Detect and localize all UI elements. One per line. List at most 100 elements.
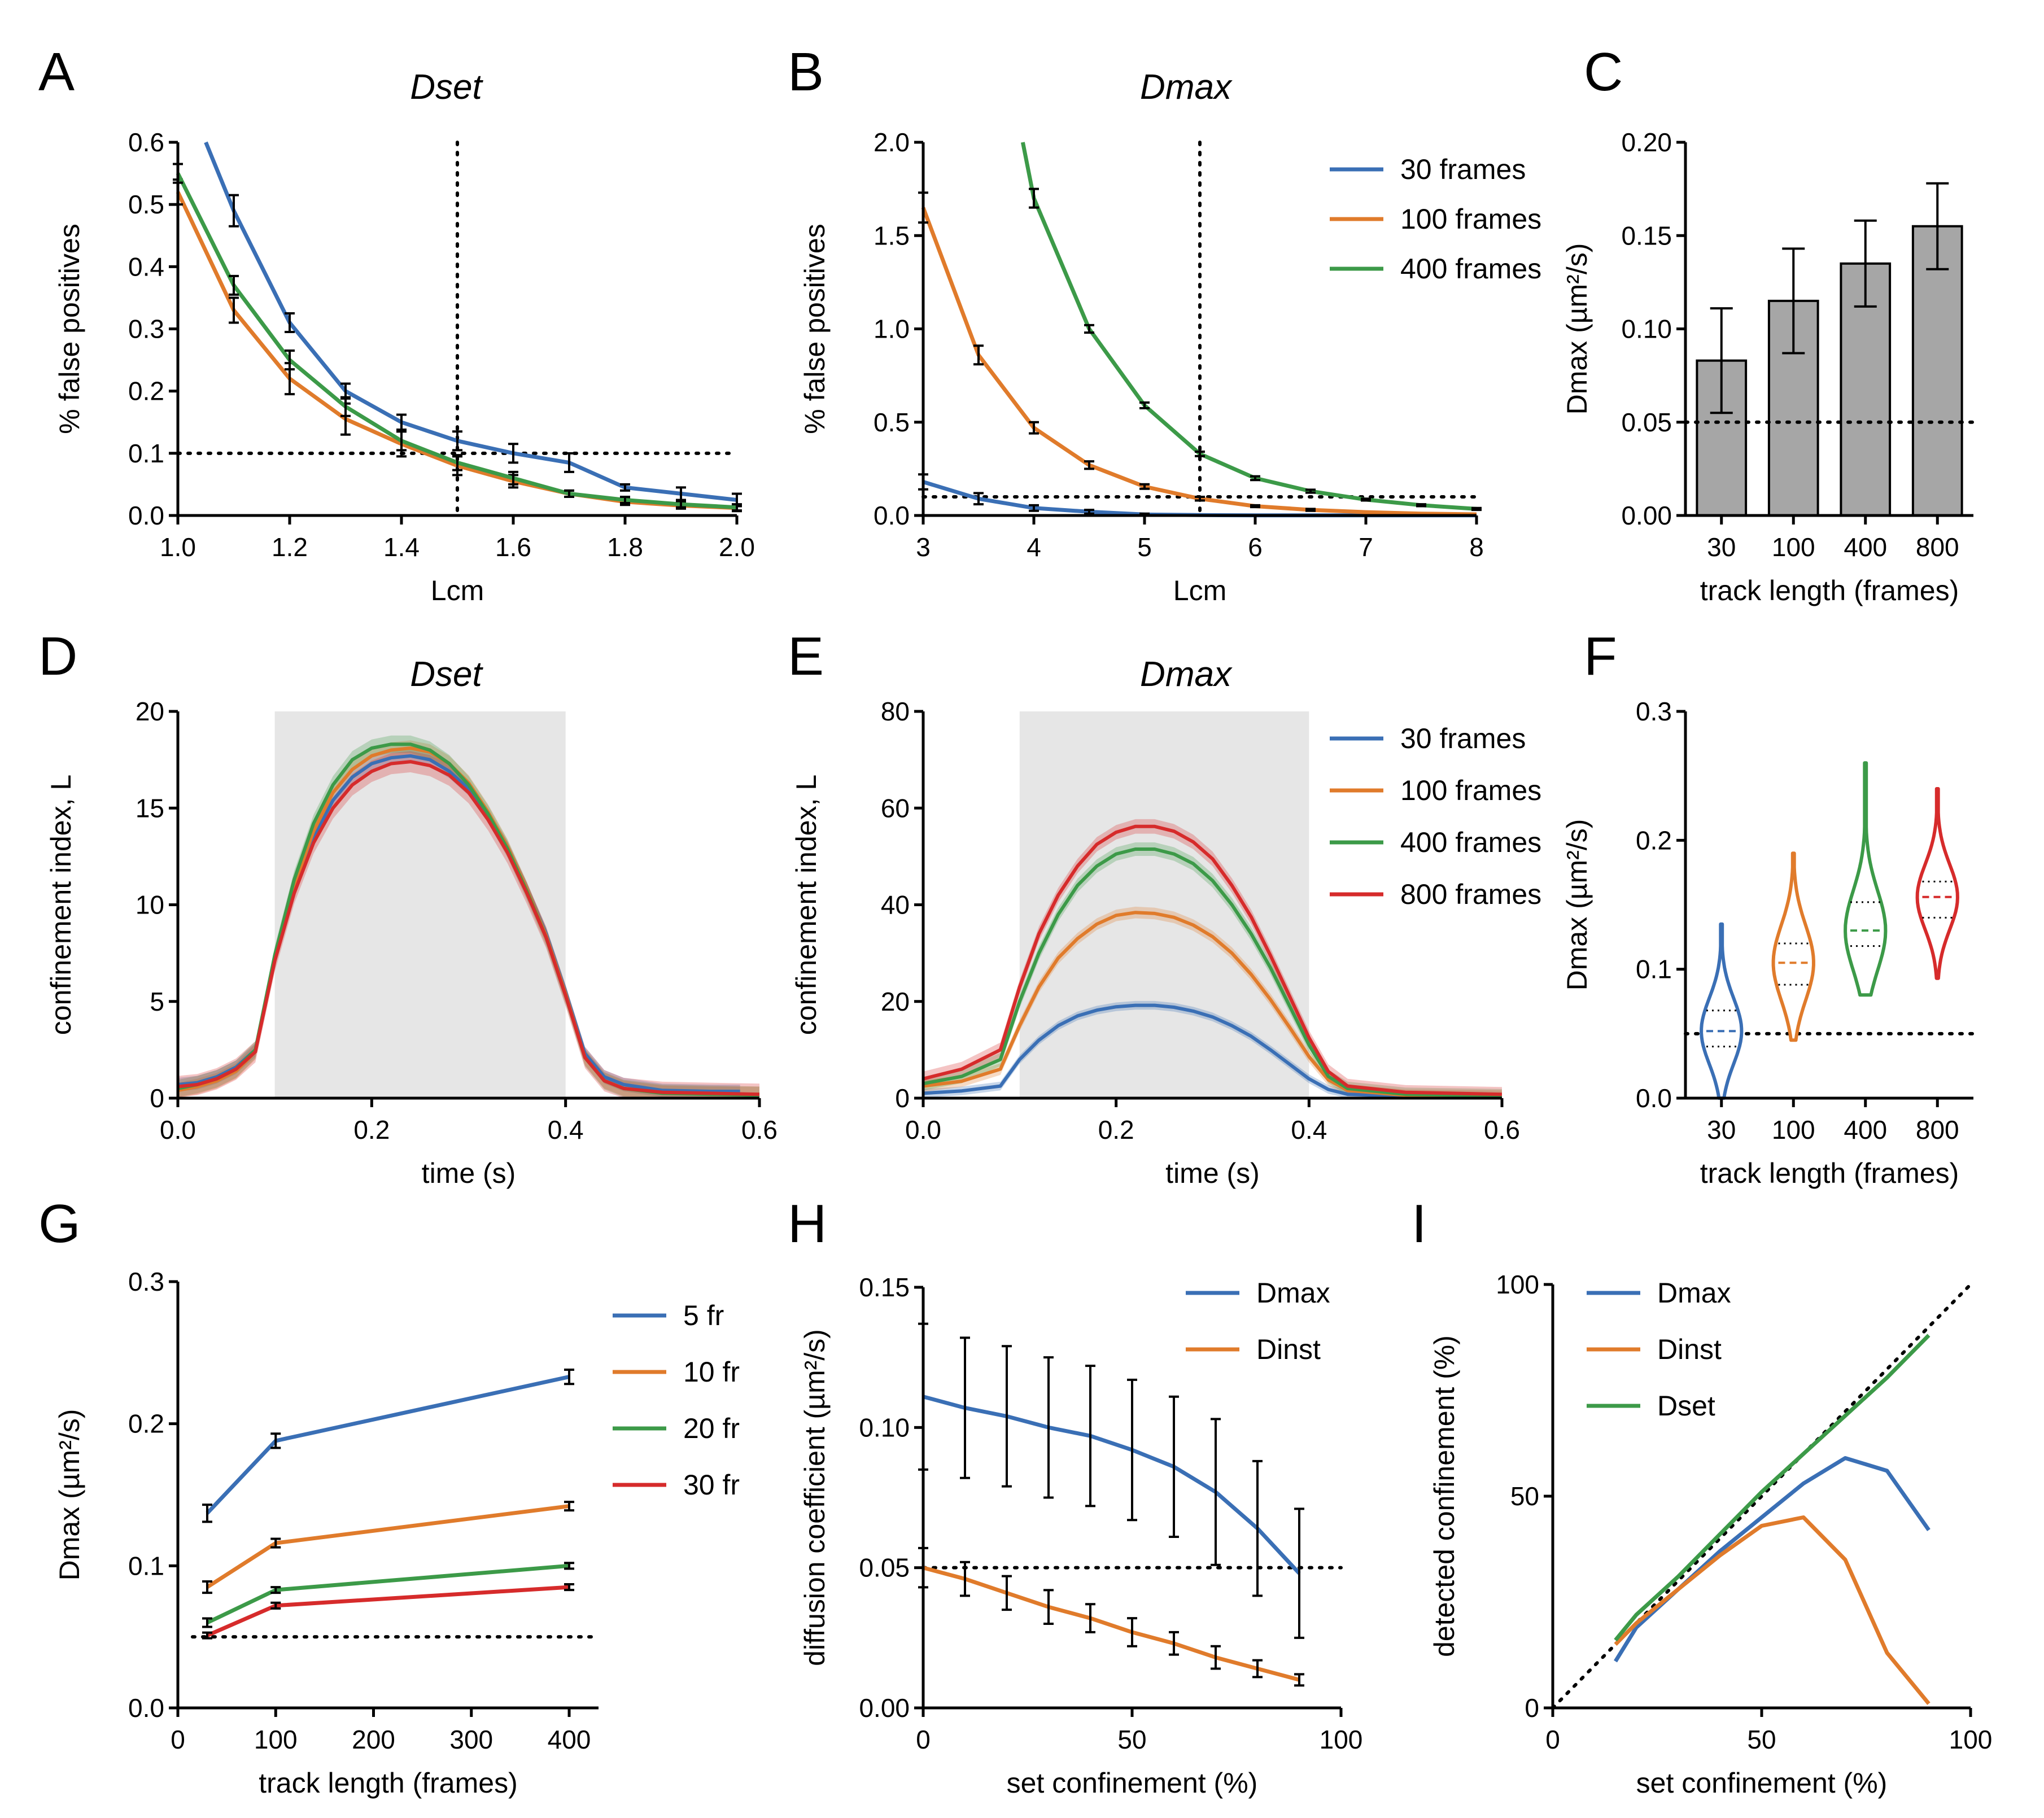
x-tick-label-A: 2.0 bbox=[719, 532, 755, 562]
y-tick-label-D: 10 bbox=[136, 890, 164, 920]
error-bar-B bbox=[1029, 187, 1039, 209]
error-bar-G bbox=[270, 1537, 281, 1549]
x-axis-label-C: track length (frames) bbox=[1700, 575, 1959, 606]
series-line-B-400-frames bbox=[1020, 142, 1477, 511]
stimulus-shade-E bbox=[1019, 711, 1309, 1098]
x-tick-label-G: 0 bbox=[171, 1725, 185, 1754]
error-bar-B bbox=[1084, 509, 1094, 515]
series-line-G-20-fr bbox=[206, 1563, 570, 1625]
x-tick-label-F: 400 bbox=[1844, 1115, 1887, 1144]
y-tick-label-D: 0 bbox=[150, 1083, 164, 1113]
error-bar-A bbox=[229, 194, 239, 228]
panel-F: 30 100 400 800 0.0 0.1 0.2 0.3 track length (fra… bbox=[1561, 626, 1975, 1189]
error-bar-H bbox=[1252, 1459, 1263, 1597]
error-bar-A bbox=[452, 430, 462, 452]
error-bar-A bbox=[285, 312, 295, 334]
panel-E: 0 20 40 60 80 0.0 0.2 0.4 0.6 time (s) confinement… bbox=[788, 626, 1541, 1189]
bar-800 bbox=[1911, 225, 1963, 517]
y-axis-label-E: confinement index, L bbox=[790, 775, 822, 1035]
error-bar-G bbox=[202, 1631, 212, 1640]
error-bar-B bbox=[1250, 475, 1260, 482]
y-tick-label-D: 15 bbox=[136, 793, 164, 823]
x-tick-label-B: 6 bbox=[1248, 532, 1263, 562]
error-bar-C bbox=[1782, 247, 1805, 355]
series-line-D-800-frames bbox=[177, 760, 760, 1096]
y-tick-label-H: 0.05 bbox=[859, 1553, 910, 1583]
y-tick-label-G: 0.3 bbox=[128, 1267, 164, 1296]
error-bar-G bbox=[202, 1580, 212, 1594]
x-tick-label-F: 800 bbox=[1916, 1115, 1959, 1144]
panel-letter-A: A bbox=[38, 42, 75, 102]
error-bar-G bbox=[564, 1501, 575, 1512]
x-tick-label-G: 300 bbox=[449, 1725, 493, 1754]
error-bar-A bbox=[676, 500, 686, 509]
error-bar-B bbox=[1029, 504, 1039, 512]
y-tick-label-B: 1.5 bbox=[873, 221, 910, 250]
y-tick-label-E: 0 bbox=[895, 1083, 910, 1113]
error-bar-G bbox=[202, 1617, 212, 1628]
error-bar-B bbox=[1139, 483, 1150, 490]
x-tick-label-D: 0.2 bbox=[353, 1115, 390, 1144]
y-tick-label-E: 80 bbox=[881, 697, 910, 726]
error-bar-H bbox=[1127, 1378, 1137, 1522]
legend-label-B: 400 frames bbox=[1400, 253, 1541, 285]
error-bar-A bbox=[508, 470, 518, 486]
panel-letter-G: G bbox=[38, 1194, 81, 1254]
panel-title-E: Dmax bbox=[1140, 655, 1233, 694]
legend-label-H: Dmax bbox=[1256, 1277, 1330, 1309]
panel-letter-F: F bbox=[1584, 626, 1617, 687]
series-line-H-Dinst bbox=[923, 1566, 1300, 1682]
x-tick-label-H: 100 bbox=[1320, 1725, 1363, 1754]
series-line-I-Dmax bbox=[1614, 1456, 1931, 1663]
legend-label-B: 100 frames bbox=[1400, 203, 1541, 235]
error-bar-A bbox=[340, 396, 351, 417]
series-line-I-Dinst bbox=[1614, 1515, 1931, 1705]
y-tick-label-C: 0.20 bbox=[1621, 128, 1672, 157]
x-axis-label-H: set confinement (%) bbox=[1007, 1767, 1258, 1799]
panel-B: 0.0 0.5 1.0 1.5 2.0 3 4 5 6 7 8 Lcm % false positive… bbox=[788, 42, 1541, 606]
y-tick-label-F: 0.3 bbox=[1636, 697, 1672, 726]
x-tick-label-B: 5 bbox=[1137, 532, 1152, 562]
legend-label-H: Dinst bbox=[1256, 1334, 1321, 1365]
identity-line-I bbox=[1551, 1283, 1972, 1710]
legend-label-B: 30 frames bbox=[1400, 154, 1526, 185]
error-bar-A bbox=[229, 274, 239, 296]
y-tick-label-C: 0.00 bbox=[1621, 501, 1672, 530]
error-bar-H bbox=[1127, 1617, 1137, 1647]
y-tick-label-B: 0.0 bbox=[873, 501, 910, 530]
series-band-E bbox=[923, 906, 1502, 1098]
error-bar-A bbox=[396, 430, 407, 452]
y-tick-label-G: 0.1 bbox=[128, 1551, 164, 1580]
series-line-E-100-frames bbox=[923, 911, 1503, 1098]
y-tick-label-E: 60 bbox=[881, 793, 910, 823]
y-tick-label-A: 0.6 bbox=[128, 128, 164, 157]
y-tick-label-H: 0.10 bbox=[859, 1413, 910, 1442]
error-bar-B bbox=[1305, 508, 1316, 512]
y-tick-label-D: 20 bbox=[136, 697, 164, 726]
error-bar-B bbox=[1305, 488, 1316, 494]
x-tick-label-I: 50 bbox=[1747, 1725, 1776, 1754]
x-tick-label-A: 1.0 bbox=[160, 532, 196, 562]
y-axis-label-D: confinement index, L bbox=[45, 775, 77, 1035]
y-tick-label-F: 0.1 bbox=[1636, 955, 1672, 984]
legend-label-I: Dmax bbox=[1657, 1277, 1731, 1309]
x-tick-label-B: 4 bbox=[1027, 532, 1041, 562]
y-tick-label-A: 0.3 bbox=[128, 314, 164, 344]
violin-30 bbox=[1700, 922, 1744, 1100]
x-tick-label-B: 7 bbox=[1359, 532, 1373, 562]
x-tick-label-A: 1.4 bbox=[383, 532, 420, 562]
x-axis-label-A: Lcm bbox=[431, 575, 484, 606]
x-axis-label-D: time (s) bbox=[422, 1157, 516, 1189]
error-bar-G bbox=[270, 1601, 281, 1610]
error-bar-B bbox=[973, 492, 984, 506]
stimulus-shade-D bbox=[274, 711, 566, 1098]
error-bar-A bbox=[676, 486, 686, 501]
y-axis-label-A: % false positives bbox=[54, 224, 85, 434]
error-bar-H bbox=[1043, 1589, 1054, 1625]
series-line-A-30-frames bbox=[204, 141, 737, 502]
x-tick-label-H: 0 bbox=[916, 1725, 931, 1754]
error-bar-A bbox=[452, 454, 462, 471]
series-line-I-Dset bbox=[1614, 1334, 1931, 1642]
x-axis-label-G: track length (frames) bbox=[259, 1767, 517, 1799]
error-bar-G bbox=[270, 1586, 281, 1594]
